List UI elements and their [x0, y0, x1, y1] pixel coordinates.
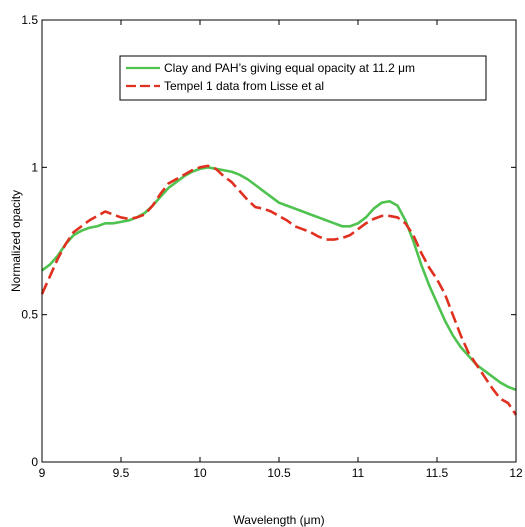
series-line-tempel1: [40, 164, 518, 416]
legend: Clay and PAH’s giving equal opacity at 1…: [119, 55, 487, 101]
y-tick-label: 0: [31, 455, 38, 469]
x-axis-title: Wavelength (μm): [233, 513, 324, 527]
x-tick-label: 11.5: [426, 466, 449, 480]
x-tick-label: 9: [39, 466, 46, 480]
y-tick-label: 1.5: [21, 13, 38, 27]
legend-box: [119, 55, 487, 101]
y-tick-label: 1: [31, 160, 38, 174]
y-axis-title: Normalized opacity: [9, 190, 23, 292]
x-tick-label: 12: [509, 466, 523, 480]
plot-series-group: [40, 164, 518, 416]
x-tick-label: 11: [352, 466, 365, 480]
y-tick-label: 0.5: [21, 308, 38, 322]
legend-label-tempel1: Tempel 1 data from Lisse et al: [164, 79, 324, 93]
series-line-clay-pah: [41, 166, 517, 392]
x-tick-label: 10.5: [267, 466, 291, 480]
legend-label-clay-pah: Clay and PAH’s giving equal opacity at 1…: [164, 61, 415, 75]
x-tick-label: 10: [193, 466, 207, 480]
x-tick-label: 9.5: [113, 466, 130, 480]
